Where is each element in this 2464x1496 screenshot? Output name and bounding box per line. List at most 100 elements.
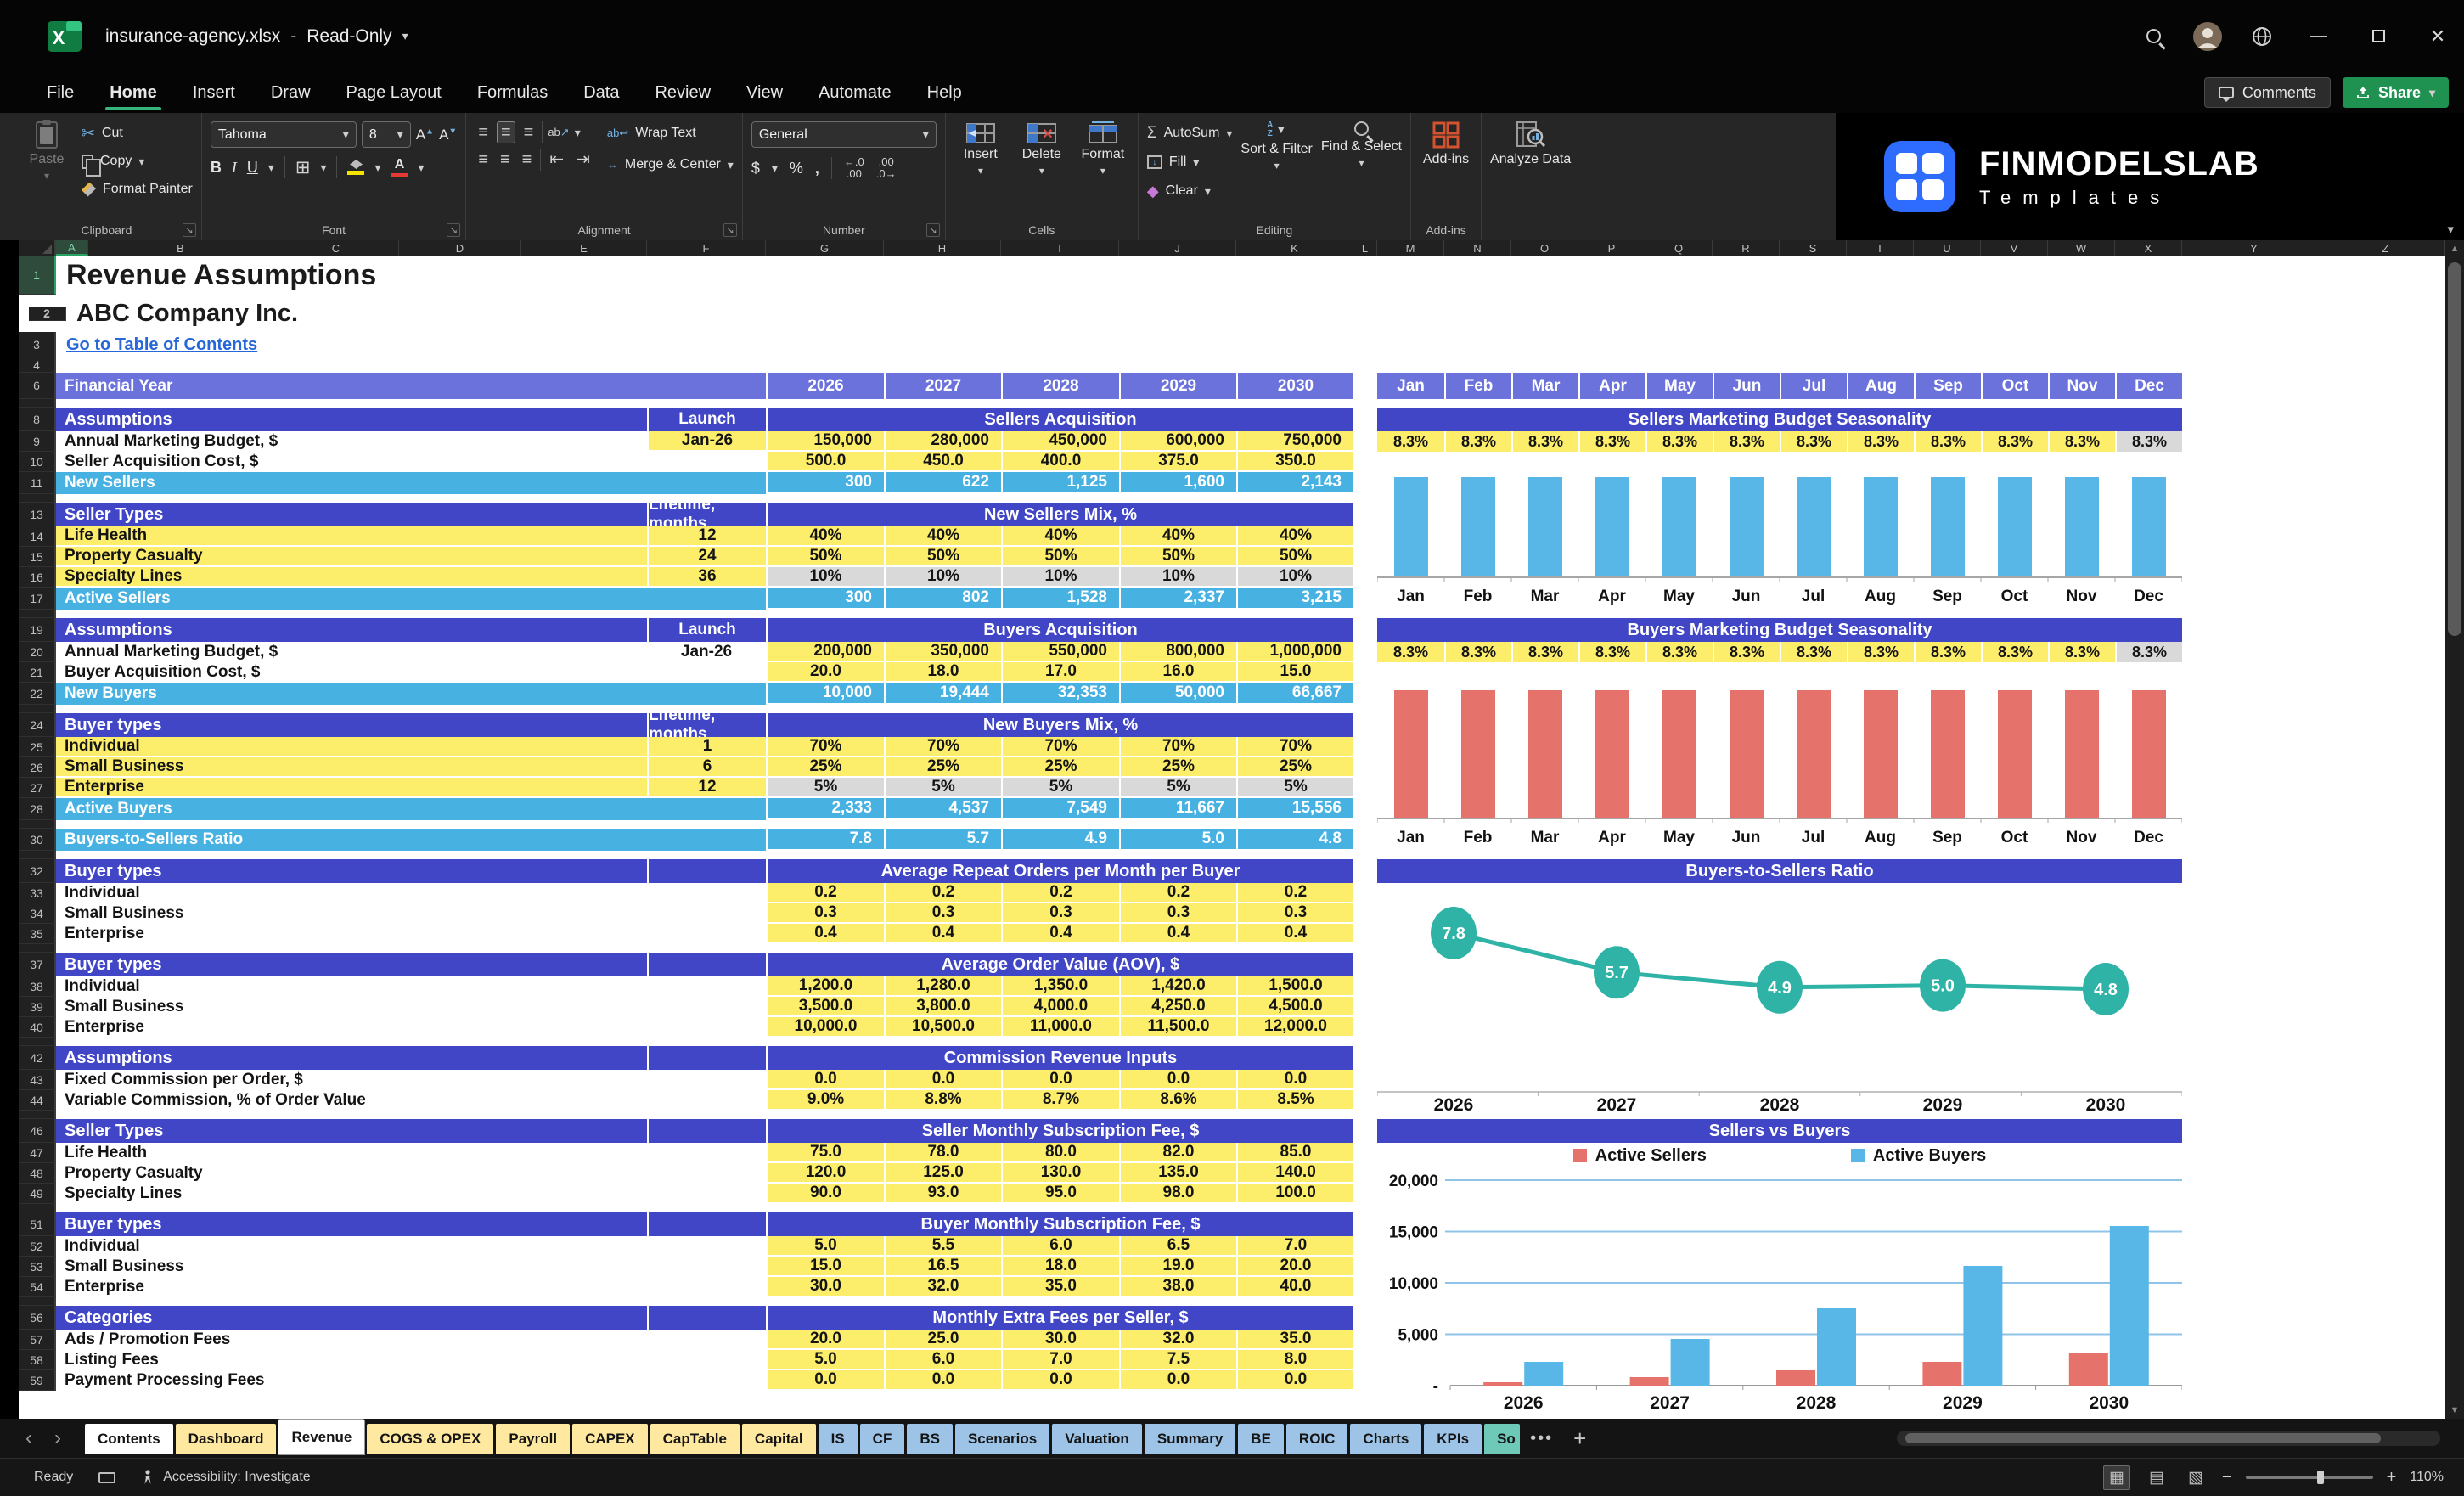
row-header-31[interactable] — [19, 851, 56, 859]
cell-section-label[interactable]: Buyer types — [56, 713, 647, 737]
cell-value[interactable]: 35.0 — [1236, 1330, 1353, 1350]
cell-launch[interactable] — [647, 1277, 766, 1297]
row-header-36[interactable] — [19, 944, 56, 953]
cell-value[interactable]: 4.8 — [1236, 829, 1353, 851]
column-header-I[interactable]: I — [1001, 240, 1119, 256]
cell-month[interactable]: Sep — [1914, 373, 1981, 399]
cell-value[interactable]: 0.0 — [1236, 1370, 1353, 1391]
row-header-3[interactable]: 3 — [19, 332, 56, 357]
cell-label[interactable]: Small Business — [56, 997, 647, 1017]
borders-chevron-icon[interactable]: ▾ — [320, 160, 327, 174]
cell-value[interactable]: 25% — [884, 757, 1001, 778]
comma-format-icon[interactable]: , — [814, 159, 819, 177]
cell-label[interactable]: Enterprise — [56, 778, 647, 798]
cell-year[interactable]: 2028 — [1001, 373, 1119, 399]
empty-cells[interactable] — [56, 610, 1353, 618]
fill-color-chevron-icon[interactable]: ▾ — [374, 160, 381, 174]
cell-section-launch[interactable] — [647, 1046, 766, 1070]
cell-pct[interactable]: 8.3% — [1914, 642, 1981, 662]
cell-value[interactable]: 350,000 — [884, 642, 1001, 662]
row-header-9[interactable]: 9 — [19, 431, 56, 452]
cell-value[interactable]: 15,556 — [1236, 798, 1353, 820]
cell-pct[interactable]: 8.3% — [1914, 431, 1981, 452]
cell-launch[interactable] — [647, 1330, 766, 1350]
cell-value[interactable]: 20.0 — [766, 662, 884, 683]
cell-value[interactable]: 98.0 — [1119, 1184, 1236, 1204]
wrap-text-button[interactable]: ab↩ Wrap Text — [606, 126, 696, 140]
cell-label[interactable]: Active Buyers — [56, 798, 766, 820]
row-header-40[interactable]: 40 — [19, 1017, 56, 1038]
accessibility-status[interactable]: Accessibility: Investigate — [141, 1470, 311, 1485]
cell-value[interactable]: 70% — [884, 737, 1001, 757]
row-header-16[interactable]: 16 — [19, 567, 56, 588]
cell-launch[interactable] — [647, 1236, 766, 1257]
sheet-tab-roic[interactable]: ROIC — [1285, 1424, 1348, 1454]
cell-value[interactable]: 200,000 — [766, 642, 884, 662]
cell-pct[interactable]: 8.3% — [1377, 642, 1444, 662]
sheet-tab-cogs-opex[interactable]: COGS & OPEX — [367, 1424, 494, 1454]
cell-value[interactable]: 550,000 — [1001, 642, 1119, 662]
row-header-24[interactable]: 24 — [19, 713, 56, 737]
font-color-button[interactable]: A — [391, 157, 408, 177]
cell-value[interactable]: 4,000.0 — [1001, 997, 1119, 1017]
cell-label[interactable]: Annual Marketing Budget, $ — [56, 431, 647, 452]
menu-tab-file[interactable]: File — [47, 82, 75, 102]
column-header-K[interactable]: K — [1236, 240, 1353, 256]
cell-value[interactable]: 350.0 — [1236, 452, 1353, 472]
cell-label[interactable]: Property Casualty — [56, 1163, 647, 1184]
row-header-27[interactable]: 27 — [19, 778, 56, 798]
row-header-25[interactable]: 25 — [19, 737, 56, 757]
fill-color-button[interactable] — [347, 160, 365, 175]
cell-value[interactable]: 38.0 — [1119, 1277, 1236, 1297]
bold-button[interactable]: B — [210, 158, 222, 176]
cell-value[interactable]: 0.0 — [1119, 1070, 1236, 1090]
cell-launch[interactable] — [647, 1370, 766, 1391]
cell-value[interactable]: 20.0 — [1236, 1257, 1353, 1277]
format-painter-button[interactable]: Format Painter — [82, 177, 193, 201]
cell-pct[interactable]: 8.3% — [1511, 642, 1578, 662]
row-header-39[interactable]: 39 — [19, 997, 56, 1017]
sheet-tab-valuation[interactable]: Valuation — [1052, 1424, 1142, 1454]
cell-value[interactable]: 4,500.0 — [1236, 997, 1353, 1017]
sheet-tab-capex[interactable]: CAPEX — [572, 1424, 648, 1454]
cell-value[interactable]: 40% — [766, 526, 884, 547]
page-break-view-icon[interactable]: ▧ — [2187, 1468, 2203, 1487]
cell-value[interactable]: 130.0 — [1001, 1163, 1119, 1184]
cell-value[interactable]: 0.0 — [766, 1070, 884, 1090]
cell-value[interactable]: 78.0 — [884, 1143, 1001, 1163]
sheet-tab-summary[interactable]: Summary — [1144, 1424, 1236, 1454]
cell-launch[interactable] — [647, 976, 766, 997]
cell-section-merged[interactable]: Buyer Monthly Subscription Fee, $ — [766, 1212, 1353, 1236]
column-header-Q[interactable]: Q — [1645, 240, 1713, 256]
cell-year[interactable]: 2029 — [1119, 373, 1236, 399]
cell-label[interactable]: Enterprise — [56, 1277, 647, 1297]
cell-section-launch[interactable] — [647, 953, 766, 976]
row-header-32[interactable]: 32 — [19, 859, 56, 883]
row-header-41[interactable] — [19, 1038, 56, 1046]
cell-value[interactable]: 85.0 — [1236, 1143, 1353, 1163]
cell-value[interactable]: 375.0 — [1119, 452, 1236, 472]
align-middle-icon[interactable]: ≡ — [496, 121, 515, 143]
cell-section-label[interactable]: Seller Types — [56, 1119, 647, 1143]
cell-section-merged[interactable]: Average Order Value (AOV), $ — [766, 953, 1353, 976]
menu-tab-formulas[interactable]: Formulas — [476, 82, 548, 102]
cell-value[interactable]: 70% — [1119, 737, 1236, 757]
row-header-55[interactable] — [19, 1297, 56, 1306]
cell-value[interactable]: 7,549 — [1001, 798, 1119, 820]
keyboard-icon[interactable] — [98, 1471, 116, 1483]
cell-month[interactable]: Jan — [1377, 373, 1444, 399]
column-header-F[interactable]: F — [647, 240, 766, 256]
decrease-indent-icon[interactable]: ⇤ — [549, 150, 565, 169]
cell-label[interactable]: Specialty Lines — [56, 567, 647, 588]
cell-launch[interactable] — [647, 1143, 766, 1163]
sheet-tab-capital[interactable]: Capital — [741, 1424, 816, 1454]
column-header-A[interactable]: A — [56, 240, 88, 256]
cell-label[interactable]: New Sellers — [56, 472, 766, 494]
cell-launch[interactable] — [647, 1163, 766, 1184]
cell-value[interactable]: 11,667 — [1119, 798, 1236, 820]
cell-launch[interactable] — [647, 903, 766, 924]
cell-value[interactable]: 1,000,000 — [1236, 642, 1353, 662]
row-header-29[interactable] — [19, 820, 56, 829]
cell-value[interactable]: 1,528 — [1001, 588, 1119, 610]
search-icon[interactable] — [2129, 13, 2177, 60]
